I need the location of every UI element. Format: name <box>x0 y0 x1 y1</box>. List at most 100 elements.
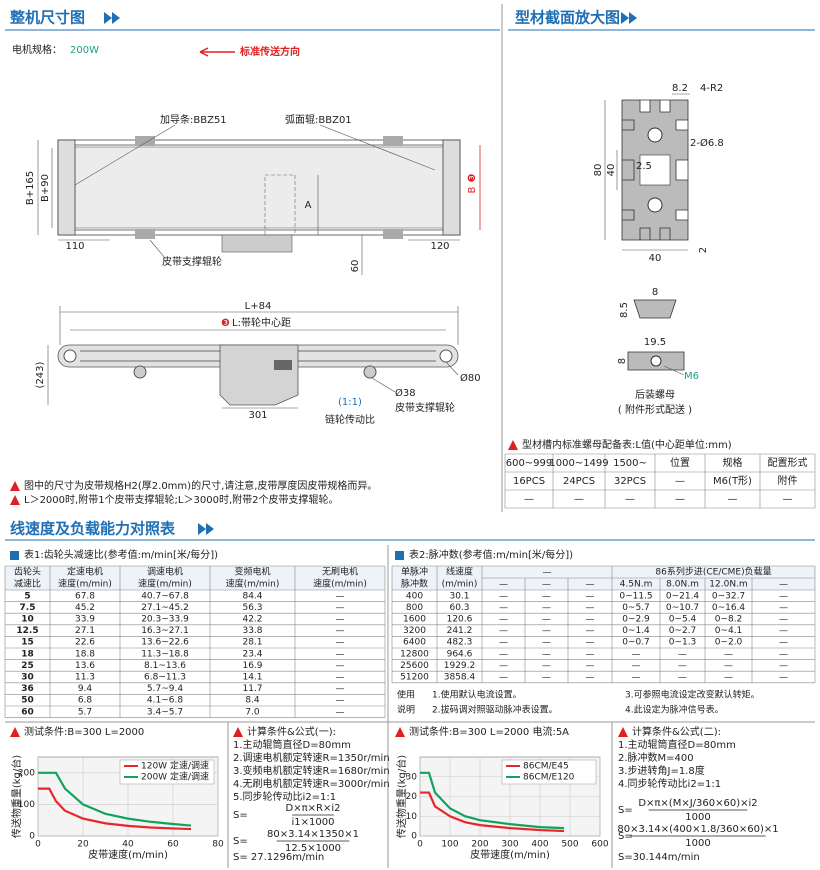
table-cell: 16PCS <box>513 476 545 487</box>
table-cell: — <box>586 603 595 613</box>
x-tick-label: 40 <box>122 840 134 850</box>
formula-line: 3.步进转角J=1.8度 <box>618 764 705 777</box>
label: (1:1) <box>338 397 362 408</box>
label: 4-R2 <box>700 83 723 94</box>
table-cell: — <box>625 494 635 505</box>
label: B+90 <box>40 174 51 202</box>
table-cell: — <box>783 494 793 505</box>
table-header: 速度(m/min) <box>58 578 112 590</box>
table-cell: — <box>336 661 345 671</box>
legend <box>119 759 215 785</box>
section-title: 型材截面放大图 <box>515 9 620 27</box>
table-cell: 45.2 <box>75 603 95 613</box>
x-tick-label: 200 <box>471 840 488 850</box>
table-cell: 18.8 <box>75 649 95 659</box>
table-cell: — <box>336 591 345 601</box>
table-cell: 6.8 <box>78 696 93 706</box>
formula-result: S=30.144m/min <box>618 852 700 863</box>
usage-note: 2.拔码调对照驱动脉冲表设置。 <box>432 704 558 716</box>
chart-title: 测试条件:B=300 L=2000 <box>24 725 144 738</box>
label: 链轮传动比 <box>325 413 375 426</box>
table-cell: 12800 <box>400 649 429 659</box>
y-tick-label: 0 <box>411 832 417 842</box>
table-cell: — <box>542 591 551 601</box>
formula-den: i1×1000 <box>292 817 335 828</box>
table-cell: — <box>586 661 595 671</box>
formula-title: 计算条件&公式(一): <box>247 725 336 738</box>
table-cell: 1929.2 <box>444 661 476 671</box>
table-cell: 241.2 <box>447 626 473 636</box>
table-cell: — <box>779 603 788 613</box>
table-cell: — <box>336 638 345 648</box>
table-cell: — <box>779 673 788 683</box>
table-cell: 配置形式 <box>768 456 808 469</box>
table-cell: — <box>779 649 788 659</box>
table-cell: 位置 <box>670 456 690 469</box>
table-cell: 6.8~11.3 <box>144 673 186 683</box>
table-cell: 规格 <box>723 456 743 469</box>
table-cell: 56.3 <box>242 603 262 613</box>
table-cell: — <box>542 603 551 613</box>
x-tick-label: 60 <box>167 840 179 850</box>
formula-line: 4.同步轮传动比i2=1:1 <box>618 777 721 790</box>
table-cell: 1500~ <box>613 458 647 469</box>
series-line <box>420 791 565 833</box>
x-tick-label: 100 <box>441 840 458 850</box>
series-line <box>420 771 565 830</box>
table-cell: 18 <box>21 649 34 659</box>
table-cell: 14.1 <box>242 673 262 683</box>
x-tick-label: 80 <box>212 840 224 850</box>
table-header: — <box>542 580 551 590</box>
table-cell: 8.4 <box>245 696 260 706</box>
table-cell: 11.7 <box>242 684 262 694</box>
table-cell: — <box>336 615 345 625</box>
label: ❸ <box>467 173 478 182</box>
table-header: 调速电机 <box>147 566 183 578</box>
table-cell: 0~2.7 <box>669 626 697 636</box>
formula-num: 80×3.14×1350×1 <box>267 829 359 840</box>
table-cell: — <box>728 494 738 505</box>
section-title: 整机尺寸图 <box>10 9 85 27</box>
formula-num: D×π×(M×J/360×60)×i2 <box>638 798 757 809</box>
label: A <box>305 200 312 211</box>
table-header: 定速电机 <box>67 566 103 578</box>
table-cell: 0~5.4 <box>669 615 697 625</box>
table-cell: — <box>499 661 508 671</box>
table-header-bg <box>5 566 385 590</box>
table-icon <box>10 551 19 560</box>
table-cell: M6(T形) <box>713 475 752 487</box>
label: 8 <box>652 287 658 298</box>
table-cell: — <box>586 638 595 648</box>
layout <box>5 4 815 868</box>
table-cell: 7.0 <box>245 707 260 717</box>
label: ❸ <box>221 318 230 329</box>
label: 120 <box>430 241 449 252</box>
label: Ø80 <box>460 372 481 384</box>
warning-icon <box>395 727 405 737</box>
table-cell: — <box>586 626 595 636</box>
table-cell: — <box>779 638 788 648</box>
table-cell: — <box>542 626 551 636</box>
label: 110 <box>65 241 84 252</box>
table-cell: — <box>724 649 733 659</box>
table-cell: 0~0.7 <box>622 638 650 648</box>
y-axis-label: 传送物重量(kg/台) <box>10 755 23 838</box>
label: L＞2000时,附带1个皮带支撑辊轮;L＞3000时,附带2个皮带支撑辊轮。 <box>24 493 339 506</box>
table-cell: 0~8.2 <box>715 615 743 625</box>
table-header: 8.0N.m <box>666 580 699 590</box>
warning-icon <box>508 440 518 450</box>
table-cell: — <box>675 494 685 505</box>
table-cell: — <box>779 626 788 636</box>
table-cell: 1000~1499 <box>549 458 608 469</box>
table-cell: — <box>632 673 641 683</box>
warning-icon <box>10 495 20 505</box>
table-cell: 60 <box>21 707 34 717</box>
table-cell: 11.3 <box>75 673 95 683</box>
table-cell: 5 <box>24 591 30 601</box>
table-header: 单脉冲 <box>401 566 428 578</box>
table-cell: — <box>779 615 788 625</box>
label: B+165 <box>25 171 36 205</box>
warning-icon <box>10 481 20 491</box>
formula-line: 2.脉冲数M=400 <box>618 751 694 764</box>
